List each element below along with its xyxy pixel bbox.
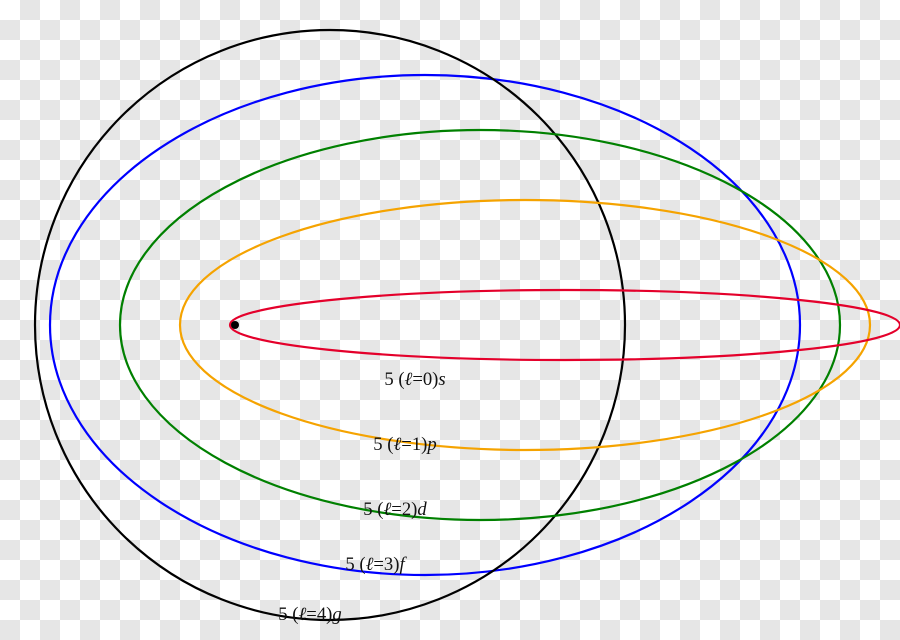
orbit-label-f: 5 (ℓ=3)f	[345, 554, 404, 576]
focus-point	[231, 321, 239, 329]
orbits-svg	[0, 0, 900, 640]
orbit-label-g: 5 (ℓ=4)g	[278, 604, 341, 626]
orbit-ellipse-p	[180, 200, 870, 450]
orbit-label-d: 5 (ℓ=2)d	[363, 499, 426, 521]
orbit-label-s: 5 (ℓ=0)s	[384, 369, 445, 391]
orbit-ellipse-d	[120, 130, 840, 520]
orbit-ellipse-g	[35, 30, 625, 620]
diagram-canvas: 5 (ℓ=0)s 5 (ℓ=1)p 5 (ℓ=2)d 5 (ℓ=3)f 5 (ℓ=4)g	[0, 0, 900, 640]
orbit-label-p: 5 (ℓ=1)p	[373, 434, 436, 456]
